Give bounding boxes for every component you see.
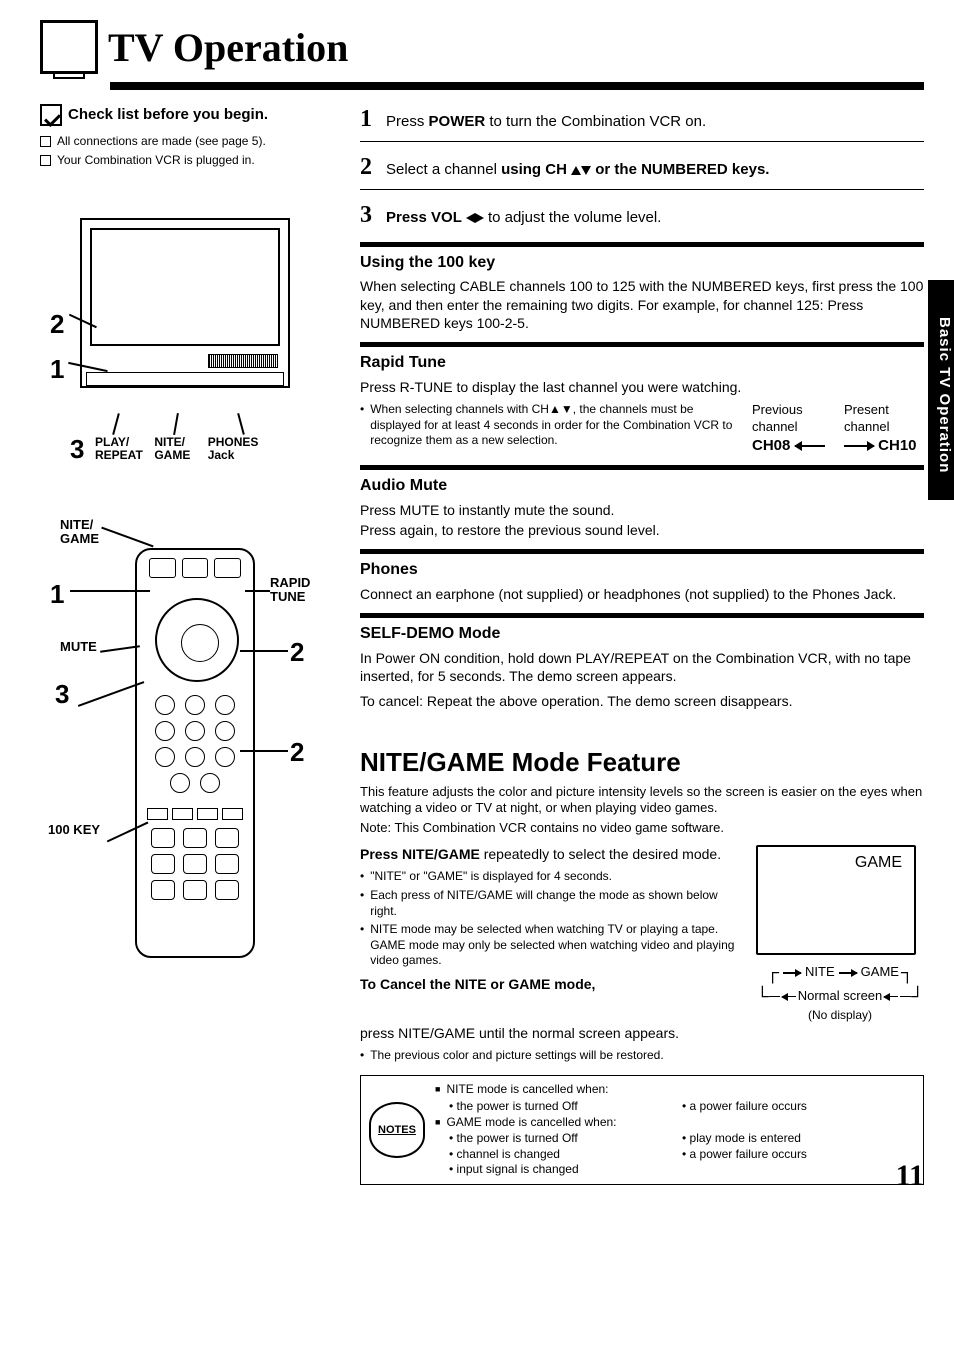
phones-heading: Phones <box>360 560 924 581</box>
step-text: Press POWER to turn the Combination VCR … <box>386 108 706 132</box>
no-display-label: (No display) <box>756 1008 924 1024</box>
step-number: 3 <box>360 200 378 231</box>
step-3: 3 Press VOL to adjust the volume level. <box>360 200 924 231</box>
notes-icon: NOTES <box>369 1102 425 1158</box>
checklist-item-text: All connections are made (see page 5). <box>57 134 266 150</box>
remote-label-nite: NITE/GAME <box>60 518 99 547</box>
diagram-callout-3: 3 <box>70 433 84 467</box>
rapid-tune-detail: When selecting channels with CH▲▼, the c… <box>360 402 924 455</box>
using-100-body: When selecting CABLE channels 100 to 125… <box>360 277 924 332</box>
remote-callout-2a: 2 <box>290 636 304 670</box>
checklist-item-text: Your Combination VCR is plugged in. <box>57 153 255 169</box>
diagram-callout-2: 2 <box>50 308 64 342</box>
checklist-heading: Check list before you begin. <box>40 104 340 126</box>
right-column: 1 Press POWER to turn the Combination VC… <box>360 104 924 1185</box>
step-number: 1 <box>360 104 378 135</box>
selfdemo-line2: To cancel: Repeat the above operation. T… <box>360 692 924 710</box>
cancel-heading: To Cancel the NITE or GAME mode, <box>360 976 595 992</box>
checklist-heading-text: Check list before you begin. <box>68 105 268 125</box>
nitegame-bullet: NITE mode may be selected when watching … <box>360 922 742 969</box>
side-tab: Basic TV Operation <box>928 280 954 500</box>
present-channel-label: Present channel CH10 <box>844 402 924 455</box>
page-title: TV Operation <box>108 22 348 74</box>
remote-callout-1: 1 <box>50 578 64 612</box>
checklist-item: Your Combination VCR is plugged in. <box>40 153 340 169</box>
audio-mute-heading: Audio Mute <box>360 476 924 497</box>
nitegame-title: NITE/GAME Mode Feature <box>360 746 924 780</box>
vcr-diagram-labels: PLAY/REPEAT NITE/GAME PHONESJack <box>95 436 258 462</box>
remote-label-mute: MUTE <box>60 640 97 654</box>
game-label: GAME <box>855 853 902 874</box>
audio-mute-line1: Press MUTE to instantly mute the sound. <box>360 501 924 519</box>
step-2: 2 Select a channel using CH or the NUMBE… <box>360 152 924 183</box>
notes-content: NITE mode is cancelled when: the power i… <box>435 1082 915 1178</box>
cancel-bullet: The previous color and picture settings … <box>360 1048 924 1064</box>
nitegame-bullet: Each press of NITE/GAME will change the … <box>360 888 742 919</box>
vcr-diagram: 2 1 3 PLAY/REPEAT NITE/GAME PHONESJack <box>40 218 340 478</box>
selfdemo-heading: SELF-DEMO Mode <box>360 624 924 645</box>
remote-label-100key: 100 KEY <box>48 823 100 837</box>
page-header: TV Operation <box>40 20 924 74</box>
step-text: Select a channel using CH or the NUMBERE… <box>386 156 769 180</box>
notes-box: NOTES NITE mode is cancelled when: the p… <box>360 1075 924 1185</box>
selfdemo-line1: In Power ON condition, hold down PLAY/RE… <box>360 649 924 685</box>
phones-body: Connect an earphone (not supplied) or he… <box>360 585 924 603</box>
nitegame-note: Note: This Combination VCR contains no v… <box>360 820 924 837</box>
remote-label-rapid: RAPIDTUNE <box>270 576 310 605</box>
mode-flow-diagram: ┌ NITE GAME ┐ └ Normal screen ┘ <box>756 961 924 1023</box>
tv-icon <box>40 20 98 74</box>
checklist-item: All connections are made (see page 5). <box>40 134 340 150</box>
vcr-box-icon <box>80 218 290 388</box>
remote-callout-3: 3 <box>55 678 69 712</box>
audio-mute-line2: Press again, to restore the previous sou… <box>360 521 924 539</box>
step-number: 2 <box>360 152 378 183</box>
remote-diagram: NITE/GAME RAPIDTUNE MUTE 100 KEY 1 3 2 2 <box>40 518 340 988</box>
checkbox-icon <box>40 136 51 147</box>
nitegame-intro: This feature adjusts the color and pictu… <box>360 784 924 818</box>
check-icon <box>40 104 62 126</box>
remote-body-icon <box>135 548 255 958</box>
rapid-tune-body: Press R-TUNE to display the last channel… <box>360 378 924 396</box>
rapid-tune-heading: Rapid Tune <box>360 353 924 374</box>
rapid-tune-bullet: When selecting channels with CH▲▼, the c… <box>360 402 740 449</box>
step-1: 1 Press POWER to turn the Combination VC… <box>360 104 924 135</box>
page-number: 11 <box>896 1156 924 1195</box>
previous-channel-label: Previous channel CH08 <box>752 402 832 455</box>
header-rule <box>110 82 924 90</box>
game-screen-box: GAME <box>756 845 916 955</box>
left-column: Check list before you begin. All connect… <box>40 104 340 1185</box>
using-100-heading: Using the 100 key <box>360 253 924 274</box>
cancel-body: press NITE/GAME until the normal screen … <box>360 1024 924 1042</box>
remote-callout-2b: 2 <box>290 736 304 770</box>
nitegame-bullet: "NITE" or "GAME" is displayed for 4 seco… <box>360 869 742 885</box>
nitegame-instructions: Press NITE/GAME repeatedly to select the… <box>360 845 742 993</box>
checkbox-icon <box>40 155 51 166</box>
step-text: Press VOL to adjust the volume level. <box>386 204 661 228</box>
diagram-callout-1: 1 <box>50 353 64 387</box>
nitegame-visual: GAME ┌ NITE GAME ┐ └ Normal screen <box>756 845 924 1023</box>
